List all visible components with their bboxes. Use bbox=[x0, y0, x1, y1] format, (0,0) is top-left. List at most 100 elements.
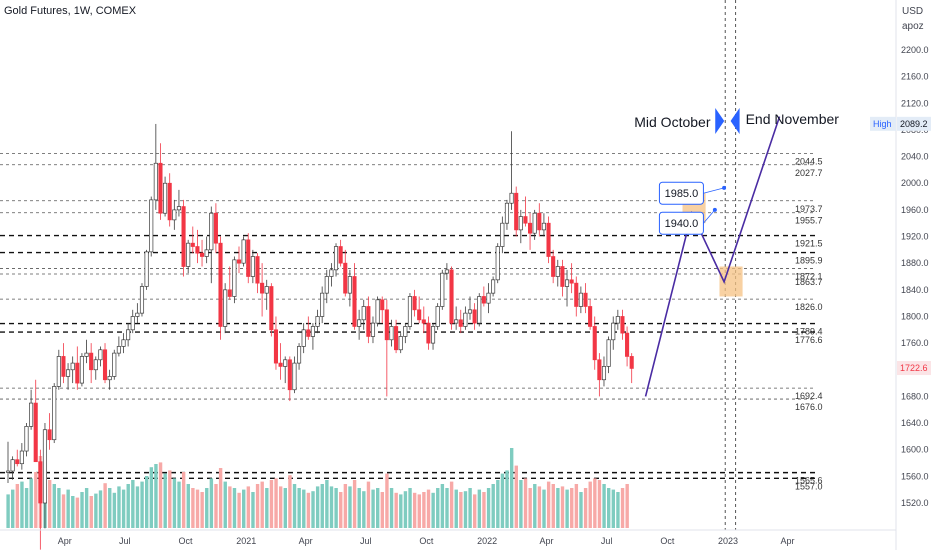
candle-body bbox=[236, 259, 242, 264]
volume-bar bbox=[417, 494, 421, 528]
candle-body bbox=[449, 269, 454, 324]
candle-body bbox=[477, 296, 482, 324]
candle-body bbox=[79, 356, 84, 384]
time-tick-label: Apr bbox=[299, 536, 313, 546]
volume-bar bbox=[297, 488, 301, 528]
volume-bar bbox=[89, 496, 93, 528]
time-tick-label: 2021 bbox=[236, 536, 256, 546]
volume-bar bbox=[385, 473, 389, 528]
candle-body bbox=[250, 256, 255, 277]
price-tick-label: 2040.0 bbox=[901, 152, 929, 162]
candle-body bbox=[597, 359, 602, 381]
volume-bar bbox=[302, 489, 306, 528]
time-tick-label: Oct bbox=[179, 536, 194, 546]
volume-bar bbox=[80, 492, 84, 528]
candle-body bbox=[29, 402, 34, 427]
volume-bar bbox=[283, 488, 287, 528]
volume-bar bbox=[223, 481, 227, 528]
volume-bar bbox=[394, 492, 398, 528]
volume-bar bbox=[602, 484, 606, 528]
candle-body bbox=[301, 329, 306, 347]
volume-bar bbox=[255, 484, 260, 528]
scale-label: apoz bbox=[902, 21, 924, 32]
candle-body bbox=[292, 362, 297, 391]
volume-bar bbox=[329, 486, 334, 528]
volume-bar bbox=[468, 488, 472, 528]
volume-bar bbox=[376, 488, 380, 528]
candle-body bbox=[227, 289, 232, 297]
marker-arrow-right-icon bbox=[715, 108, 725, 134]
candle-body bbox=[320, 292, 325, 317]
volume-bar bbox=[542, 489, 546, 528]
candle-body bbox=[394, 326, 399, 351]
volume-bar bbox=[491, 484, 495, 528]
volume-bar bbox=[274, 478, 278, 528]
level-label: 1895.9 bbox=[795, 256, 823, 266]
volume-bar bbox=[306, 492, 311, 528]
candle-body bbox=[66, 369, 71, 377]
volume-bar bbox=[320, 484, 324, 528]
current-price-bg bbox=[897, 361, 931, 376]
candle-body bbox=[417, 309, 422, 321]
level-label: 1789.4 bbox=[795, 327, 823, 337]
candle-body bbox=[93, 359, 98, 371]
candle-body bbox=[186, 242, 191, 267]
candle-body bbox=[380, 299, 385, 311]
candle-body bbox=[283, 359, 288, 367]
volume-bar bbox=[445, 488, 449, 528]
candle-body bbox=[112, 352, 117, 377]
time-tick-label: 2022 bbox=[477, 536, 497, 546]
candle-body bbox=[384, 309, 389, 341]
volume-bar bbox=[620, 488, 625, 528]
price-tick-label: 1760.0 bbox=[901, 338, 929, 348]
time-tick-label: Apr bbox=[780, 536, 794, 546]
currency-label: USD bbox=[902, 6, 924, 17]
volume-bar bbox=[588, 481, 592, 528]
price-tick-label: 1520.0 bbox=[901, 498, 929, 508]
volume-bar bbox=[75, 497, 80, 528]
candle-body bbox=[629, 356, 634, 369]
candle-body bbox=[333, 246, 339, 271]
volume-bar bbox=[556, 488, 560, 528]
volume-bar bbox=[412, 492, 417, 528]
candle-body bbox=[47, 429, 52, 441]
price-axis-bg bbox=[896, 0, 932, 550]
candle-body bbox=[611, 322, 616, 341]
projection-path bbox=[644, 116, 781, 397]
volume-bar bbox=[163, 473, 167, 528]
volume-bar bbox=[24, 488, 29, 528]
candle-body bbox=[357, 319, 362, 327]
candle-body bbox=[454, 319, 459, 324]
volume-bar bbox=[172, 478, 177, 528]
candle-body bbox=[495, 246, 500, 281]
level-label: 1955.7 bbox=[795, 216, 823, 226]
volume-bar bbox=[265, 488, 269, 528]
volume-bar bbox=[403, 491, 408, 528]
volume-bar bbox=[366, 481, 371, 528]
volume-bar bbox=[181, 472, 186, 528]
candle-body bbox=[398, 336, 403, 351]
volume-bar bbox=[177, 481, 181, 528]
candle-body bbox=[98, 349, 103, 361]
candle-body bbox=[255, 256, 260, 284]
volume-bar bbox=[168, 470, 172, 528]
volume-bar bbox=[436, 488, 440, 528]
price-tick-label: 1880.0 bbox=[901, 258, 929, 268]
volume-bar bbox=[260, 481, 264, 528]
volume-bar bbox=[20, 481, 24, 528]
volume-bar bbox=[135, 486, 140, 528]
volume-bar bbox=[214, 484, 218, 528]
candle-body bbox=[310, 326, 315, 337]
volume-bar bbox=[357, 488, 361, 528]
level-label: 1921.5 bbox=[795, 239, 823, 249]
candle-body bbox=[463, 312, 468, 327]
volume-bar bbox=[611, 489, 616, 528]
candle-body bbox=[564, 279, 570, 287]
candle-body bbox=[606, 339, 611, 367]
candle-body bbox=[144, 251, 149, 287]
volume-bar bbox=[514, 465, 518, 528]
price-tick-label: 1800.0 bbox=[901, 311, 929, 321]
volume-bar bbox=[593, 478, 597, 528]
volume-bar bbox=[537, 486, 542, 528]
